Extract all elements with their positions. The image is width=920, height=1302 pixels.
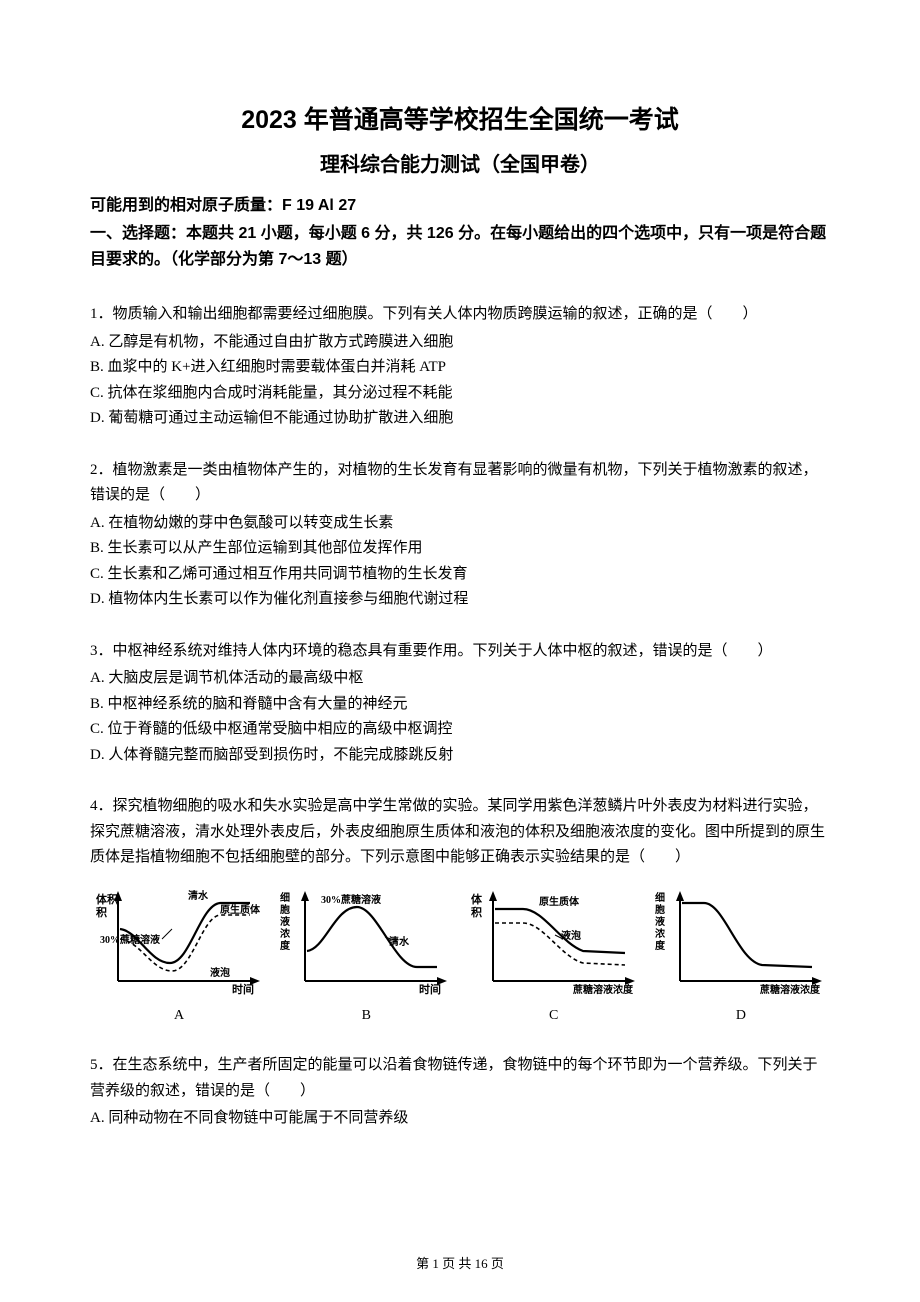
svg-text:浓: 浓 (280, 927, 291, 940)
annot-ysz: 原生质体 (539, 895, 580, 908)
q5-stem: 5．在生态系统中，生产者所固定的能量可以沿着食物链传递，食物链中的每个环节即为一… (90, 1053, 830, 1104)
q4-figure-d: 细 胞 液 浓 度 蔗糖溶液浓度 D (652, 881, 830, 1028)
q1-option-c: C. 抗体在浆细胞内合成时消耗能量，其分泌过程不耗能 (90, 381, 830, 407)
q3-option-c: C. 位于脊髓的低级中枢通常受脑中相应的高级中枢调控 (90, 717, 830, 743)
question-5: 5．在生态系统中，生产者所固定的能量可以沿着食物链传递，食物链中的每个环节即为一… (90, 1053, 830, 1132)
figure-c-label: C (549, 1004, 558, 1028)
svg-text:液: 液 (655, 915, 665, 928)
axis-x-label: 蔗糖溶液浓度 (759, 983, 821, 996)
q2-option-a: A. 在植物幼嫩的芽中色氨酸可以转变成生长素 (90, 511, 830, 537)
chart-a-svg: 体积 积 时间 清水 原生质体 30%蔗糖溶液 液泡 (90, 881, 268, 996)
q2-option-d: D. 植物体内生长素可以作为催化剂直接参与细胞代谢过程 (90, 587, 830, 613)
exam-title: 2023 年普通高等学校招生全国统一考试 (90, 100, 830, 136)
annot-vacuole: 液泡 (561, 929, 581, 942)
annot-sucrose: 30%蔗糖溶液 (100, 933, 160, 946)
q2-stem: 2．植物激素是一类由植物体产生的，对植物的生长发育有显著影响的微量有机物，下列关… (90, 458, 830, 509)
chart-c-svg: 体 积 蔗糖溶液浓度 原生质体 液泡 (465, 881, 643, 996)
svg-text:积: 积 (471, 905, 482, 919)
chart-b-svg: 细 胞 液 浓 度 时间 30%蔗糖溶液 清水 (277, 881, 455, 996)
svg-text:度: 度 (655, 939, 666, 952)
q1-option-a: A. 乙醇是有机物，不能通过自由扩散方式跨膜进入细胞 (90, 330, 830, 356)
q4-stem: 4．探究植物细胞的吸水和失水实验是高中学生常做的实验。某同学用紫色洋葱鳞片叶外表… (90, 794, 830, 871)
annot-qingshui: 清水 (389, 935, 410, 948)
svg-text:浓: 浓 (655, 927, 666, 940)
q3-option-b: B. 中枢神经系统的脑和脊髓中含有大量的神经元 (90, 692, 830, 718)
svg-text:细: 细 (655, 891, 665, 904)
q2-option-c: C. 生长素和乙烯可通过相互作用共同调节植物的生长发育 (90, 562, 830, 588)
question-4: 4．探究植物细胞的吸水和失水实验是高中学生常做的实验。某同学用紫色洋葱鳞片叶外表… (90, 794, 830, 1027)
figure-d-label: D (736, 1004, 746, 1028)
exam-subtitle: 理科综合能力测试（全国甲卷） (90, 148, 830, 177)
section-instruction: 一、选择题：本题共 21 小题，每小题 6 分，共 126 分。在每小题给出的四… (90, 221, 830, 272)
q4-figure-row: 体积 积 时间 清水 原生质体 30%蔗糖溶液 液泡 A (90, 881, 830, 1028)
q4-figure-a: 体积 积 时间 清水 原生质体 30%蔗糖溶液 液泡 A (90, 881, 268, 1028)
svg-text:细: 细 (280, 891, 290, 904)
chart-d-svg: 细 胞 液 浓 度 蔗糖溶液浓度 (652, 881, 830, 996)
svg-text:积: 积 (96, 905, 107, 919)
q3-option-d: D. 人体脊髓完整而脑部受到损伤时，不能完成膝跳反射 (90, 743, 830, 769)
axis-y-label: 体积 (96, 892, 118, 906)
q2-option-b: B. 生长素可以从产生部位运输到其他部位发挥作用 (90, 536, 830, 562)
q4-figure-b: 细 胞 液 浓 度 时间 30%蔗糖溶液 清水 B (277, 881, 455, 1028)
svg-text:体: 体 (471, 892, 483, 906)
svg-text:液: 液 (280, 915, 290, 928)
q1-stem: 1．物质输入和输出细胞都需要经过细胞膜。下列有关人体内物质跨膜运输的叙述，正确的… (90, 302, 830, 328)
q1-option-d: D. 葡萄糖可通过主动运输但不能通过协助扩散进入细胞 (90, 406, 830, 432)
q4-figure-c: 体 积 蔗糖溶液浓度 原生质体 液泡 C (465, 881, 643, 1028)
q1-option-b: B. 血浆中的 K+进入红细胞时需要载体蛋白并消耗 ATP (90, 355, 830, 381)
annot-qingshui: 清水 (188, 889, 209, 902)
figure-a-label: A (174, 1004, 184, 1028)
question-1: 1．物质输入和输出细胞都需要经过细胞膜。下列有关人体内物质跨膜运输的叙述，正确的… (90, 302, 830, 432)
annot-ysz: 原生质体 (220, 903, 261, 916)
svg-text:度: 度 (280, 939, 291, 952)
q5-option-a: A. 同种动物在不同食物链中可能属于不同营养级 (90, 1106, 830, 1132)
svg-text:胞: 胞 (654, 903, 665, 916)
question-3: 3．中枢神经系统对维持人体内环境的稳态具有重要作用。下列关于人体中枢的叙述，错误… (90, 639, 830, 769)
q3-stem: 3．中枢神经系统对维持人体内环境的稳态具有重要作用。下列关于人体中枢的叙述，错误… (90, 639, 830, 665)
annot-sucrose: 30%蔗糖溶液 (321, 893, 381, 906)
atomic-mass-info: 可能用到的相对原子质量：F 19 Al 27 (90, 191, 830, 215)
q3-option-a: A. 大脑皮层是调节机体活动的最高级中枢 (90, 666, 830, 692)
annot-vacuole: 液泡 (210, 966, 230, 979)
axis-x-label: 蔗糖溶液浓度 (572, 983, 634, 996)
question-2: 2．植物激素是一类由植物体产生的，对植物的生长发育有显著影响的微量有机物，下列关… (90, 458, 830, 613)
figure-b-label: B (362, 1004, 371, 1028)
axis-x-label: 时间 (419, 982, 441, 996)
page-footer: 第 1 页 共 16 页 (0, 1253, 920, 1272)
svg-text:胞: 胞 (279, 903, 290, 916)
axis-x-label: 时间 (232, 982, 254, 996)
